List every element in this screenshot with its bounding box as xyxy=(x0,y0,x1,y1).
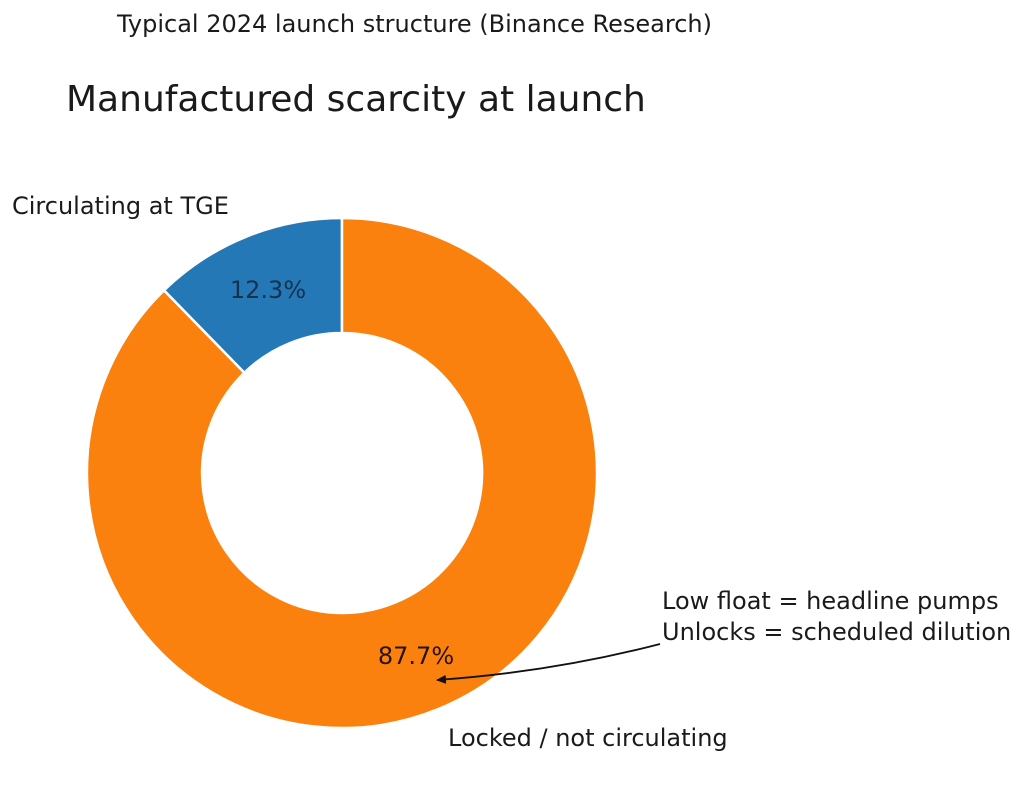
chart-title: Manufactured scarcity at launch xyxy=(66,79,646,120)
figure-suptitle: Typical 2024 launch structure (Binance R… xyxy=(117,10,712,38)
pie-slice-locked-not-circulating xyxy=(85,216,599,730)
annotation-line-2: Unlocks = scheduled dilution xyxy=(662,618,1012,646)
slice-label-locked-not-circulating: Locked / not circulating xyxy=(448,724,728,752)
annotation-line-1: Low float = headline pumps xyxy=(662,587,999,615)
annotation-arrow-icon xyxy=(436,643,661,684)
donut-slices xyxy=(85,216,599,730)
pct-label-locked: 87.7% xyxy=(377,642,455,670)
slice-label-circulating-at-tge: Circulating at TGE xyxy=(12,192,229,220)
pct-label-circulating: 12.3% xyxy=(229,276,307,304)
annotation-text: Low float = headline pumps Unlocks = sch… xyxy=(662,586,1011,648)
